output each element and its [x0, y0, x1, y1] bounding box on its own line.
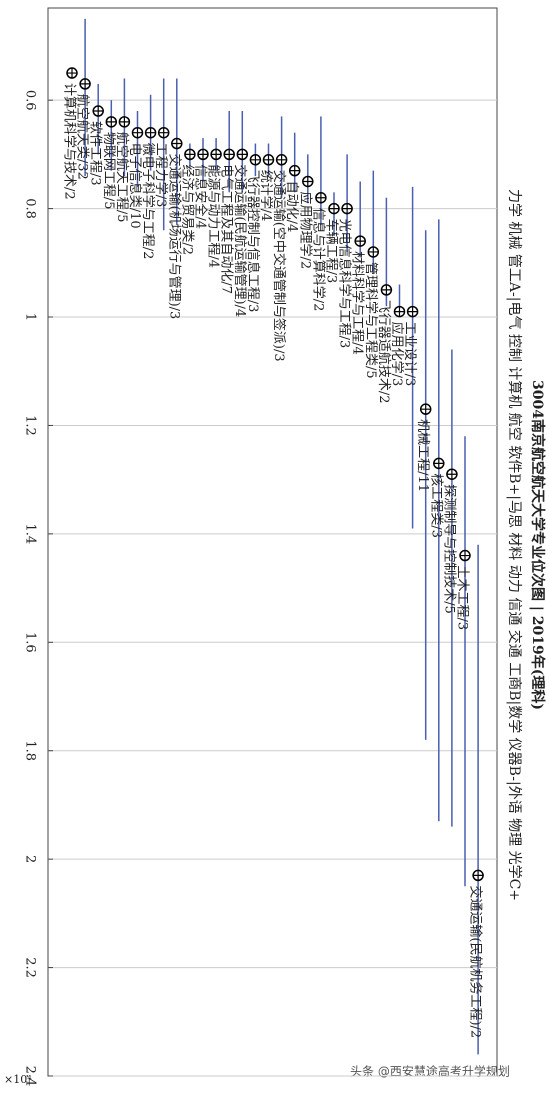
- rank-marker-cross: [473, 870, 484, 881]
- rank-marker-cross: [93, 106, 104, 117]
- y-tick-label: 0.6: [23, 90, 38, 111]
- category-label: 微电子科学与工程/2: [140, 143, 156, 260]
- category-label: 应用化学/3: [389, 322, 405, 387]
- rank-marker-cross: [289, 165, 300, 176]
- y-tick-label: 1.2: [23, 415, 38, 436]
- rank-marker-cross: [460, 550, 470, 561]
- category-label: 电子信息类/10: [127, 143, 143, 229]
- rank-marker-cross: [315, 192, 326, 203]
- rank-marker-cross: [263, 154, 274, 165]
- y-tick-label: 2.2: [23, 957, 38, 978]
- chart-title: 3004南京航空航天大学专业位次图 | 2019年(理科): [529, 380, 546, 710]
- rank-marker-cross: [80, 78, 91, 89]
- rank-marker-cross: [420, 404, 431, 415]
- category-label: 土木工程/3: [455, 566, 470, 631]
- y-tick-label: 1.6: [23, 632, 38, 653]
- category-label: 材料科学与工程/4: [350, 251, 366, 355]
- category-label: 航空航天工程/5: [114, 132, 130, 223]
- rank-marker-cross: [67, 68, 77, 79]
- rank-marker-cross: [158, 127, 169, 138]
- category-label: 交通运输(机场运行与管理)/3: [166, 154, 182, 320]
- category-label: 统计学/4: [258, 170, 274, 222]
- y-tick-label: 1.4: [23, 524, 38, 545]
- category-label: 管理科学与工程类/5: [363, 262, 379, 379]
- category-label: 自动化/4: [284, 181, 299, 233]
- rank-marker-cross: [106, 116, 117, 127]
- rank-marker-cross: [211, 149, 222, 160]
- category-label: 应用物理学/2: [297, 191, 313, 269]
- axis-exponent: ×10⁴: [4, 1073, 32, 1086]
- category-label: 探测制导与控制技术/5: [441, 484, 456, 614]
- rank-marker-cross: [119, 116, 130, 127]
- rank-marker-cross: [302, 176, 313, 187]
- category-label: 交通运输(民航运输管理)/4: [232, 164, 248, 317]
- category-label: 信息安全/4: [193, 164, 209, 229]
- y-tick-label: 2.4: [23, 1066, 38, 1087]
- rank-marker-cross: [329, 203, 339, 214]
- y-tick-label: 1.8: [23, 740, 38, 761]
- plot-frame: [47, 7, 498, 1077]
- rank-marker-cross: [433, 458, 444, 469]
- rank-marker-cross: [237, 149, 248, 160]
- y-tick-label: 0.8: [23, 198, 38, 219]
- rank-marker-cross: [224, 149, 235, 160]
- category-label: 工业设计/3: [402, 322, 417, 387]
- category-label: 信息与计算科学/2: [310, 208, 326, 312]
- category-label: 车辆工程/3: [324, 219, 340, 284]
- category-label: 交通运输(民航机务工程)/2: [468, 885, 484, 1038]
- y-tick-label: 2: [23, 855, 38, 863]
- rank-marker-cross: [342, 203, 353, 214]
- category-label: 计算机科学与技术/2: [62, 83, 78, 200]
- category-label: 航空航天类/32: [75, 94, 91, 180]
- rank-marker-cross: [446, 469, 457, 480]
- rank-marker-cross: [368, 246, 379, 257]
- rank-marker-cross: [184, 149, 195, 160]
- rank-marker-cross: [198, 149, 208, 160]
- category-label: 核工程类/3: [428, 473, 443, 538]
- category-label: 工程力学/3: [153, 143, 169, 208]
- rank-marker-cross: [132, 127, 143, 138]
- rank-marker-cross: [250, 154, 261, 165]
- category-label: 飞行器适航技术/2: [376, 300, 392, 404]
- category-label: 经济与贸易类/2: [179, 164, 194, 255]
- watermark: 头条 @西安慧途高考升学规划: [350, 1064, 510, 1079]
- rank-marker-cross: [381, 284, 392, 295]
- category-label: 交通运输(空中交通管制与签派)/3: [271, 170, 287, 362]
- category-label: 机械工程/11: [415, 419, 430, 492]
- category-label: 能源与动力工程/4: [206, 164, 221, 268]
- category-label: 电气工程及其自动化/7: [219, 164, 235, 294]
- category-label: 物联网工程/5: [101, 132, 116, 210]
- rank-marker-cross: [171, 138, 182, 149]
- category-label: 飞行器控制与信息工程/3: [245, 170, 261, 313]
- rank-marker-cross: [355, 236, 366, 247]
- category-label: 光电信息科学与工程/3: [337, 219, 353, 349]
- y-tick-label: 1: [23, 313, 38, 321]
- rank-marker-cross: [145, 127, 156, 138]
- rank-marker-cross: [407, 306, 418, 317]
- rank-marker-cross: [276, 154, 287, 165]
- category-label: 软件工程/3: [88, 121, 103, 186]
- rank-marker-cross: [394, 306, 405, 317]
- chart-subtitle: 力学 机械 管工A-|电气 控制 计算机 航空 软件B+|马思 材料 动力 信通…: [506, 189, 523, 901]
